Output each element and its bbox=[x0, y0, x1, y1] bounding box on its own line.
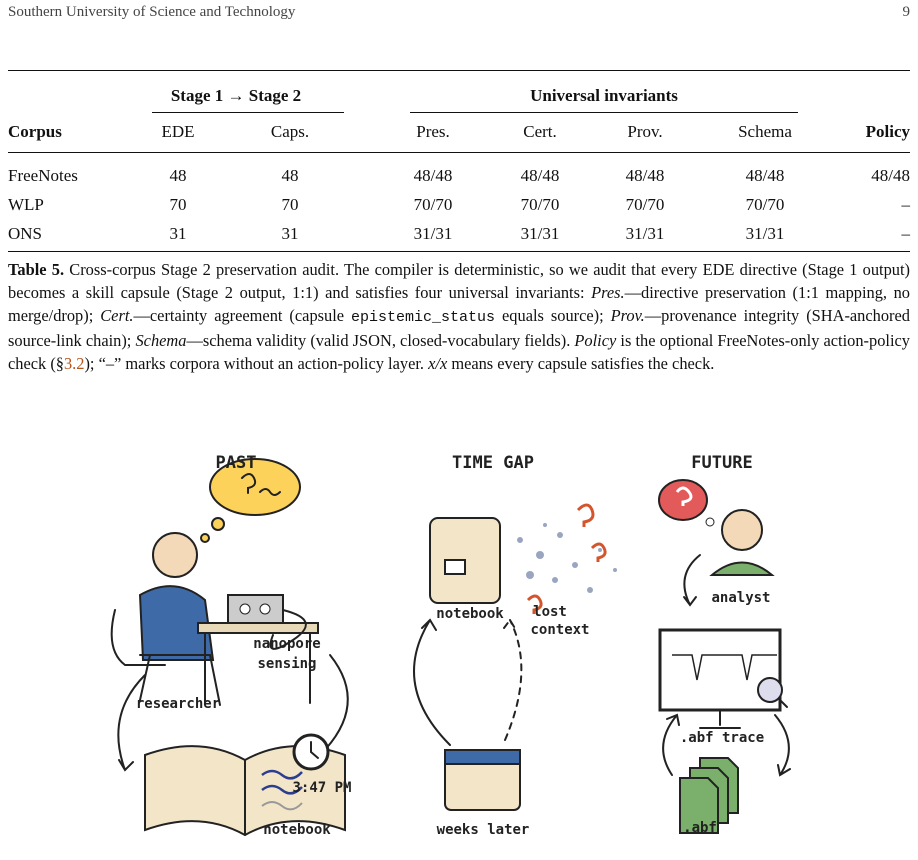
table-cell: 70/70 bbox=[625, 195, 665, 214]
caption-em: Schema bbox=[135, 331, 187, 350]
label: notebook bbox=[436, 606, 504, 622]
table-cell: – bbox=[901, 195, 911, 214]
table-cell: 48/48 bbox=[413, 166, 453, 185]
label: context bbox=[530, 622, 589, 638]
caption-text: is the optional FreeNotes-only action-po… bbox=[8, 331, 910, 373]
table-cell: Cert. bbox=[523, 122, 557, 141]
label: nanopore bbox=[253, 636, 320, 652]
panel-title: PAST bbox=[216, 453, 257, 473]
table-cell: 31 bbox=[169, 224, 187, 243]
caption-text: —schema validity (valid JSON, closed-voc… bbox=[186, 331, 575, 350]
table-cell: Schema bbox=[738, 122, 792, 141]
table-cell: Prov. bbox=[627, 122, 663, 141]
table-cell: 48/48 bbox=[625, 166, 665, 185]
caption: Table 5. Cross-corpus Stage 2 preservati… bbox=[8, 258, 910, 375]
label: weeks later bbox=[437, 822, 530, 838]
label: .abf trace bbox=[680, 730, 764, 746]
caption-label: Table 5. bbox=[8, 260, 65, 279]
top-rule bbox=[8, 70, 910, 72]
table-cell: ONS bbox=[8, 224, 43, 243]
table-cell: 48/48 bbox=[871, 166, 910, 185]
caption-code: epistemic_status bbox=[351, 309, 496, 326]
table-cell: FreeNotes bbox=[8, 166, 78, 185]
table-cell: 31 bbox=[281, 224, 299, 243]
label: researcher bbox=[136, 696, 220, 712]
caption-text: equals source); bbox=[495, 306, 611, 325]
caption-em: Cert. bbox=[100, 306, 134, 325]
table-cell: 48 bbox=[281, 166, 299, 185]
illustration bbox=[110, 458, 791, 837]
table-cell: 70/70 bbox=[520, 195, 560, 214]
label: 3:47 PM bbox=[292, 780, 351, 796]
column-header: Corpus bbox=[8, 122, 62, 141]
label: sensing bbox=[257, 656, 316, 672]
page-number: 9 bbox=[902, 4, 911, 20]
label: .abf bbox=[683, 820, 717, 836]
table-cell: 31/31 bbox=[745, 224, 785, 243]
group-rule bbox=[152, 112, 344, 113]
table-cell: 70/70 bbox=[413, 195, 453, 214]
caption-text: —provenance integrity (SHA-anchored sour… bbox=[8, 306, 910, 350]
table-cell: 31/31 bbox=[520, 224, 560, 243]
section-link[interactable]: 3.2 bbox=[63, 354, 85, 373]
caption-em: Policy bbox=[574, 331, 617, 350]
table-cell: Caps. bbox=[270, 122, 310, 141]
table-cell: 48/48 bbox=[520, 166, 560, 185]
label: notebook bbox=[263, 822, 331, 838]
table-cell: 70/70 bbox=[745, 195, 785, 214]
table-cell: – bbox=[901, 224, 911, 243]
table-cell: 31/31 bbox=[413, 224, 453, 243]
caption-text: Cross-corpus Stage 2 preservation audit.… bbox=[8, 260, 910, 302]
group-rule bbox=[410, 112, 798, 113]
table-cell: WLP bbox=[8, 195, 44, 214]
running-header: Southern University of Science and Techn… bbox=[8, 4, 296, 20]
caption-text: ); “–” marks corpora without an action-p… bbox=[84, 354, 429, 373]
table-cell: 48 bbox=[169, 166, 187, 185]
table-cell: 31/31 bbox=[625, 224, 665, 243]
panel-title: TIME GAP bbox=[452, 453, 534, 473]
mid-rule bbox=[8, 152, 910, 153]
figure: PAST TIME GAP FUTURE researcher nanopore… bbox=[110, 453, 791, 838]
table-cell: Pres. bbox=[416, 122, 450, 141]
caption-text: —certainty agreement (capsule bbox=[133, 306, 352, 325]
panel-title: FUTURE bbox=[691, 453, 752, 473]
caption-em: Pres. bbox=[591, 283, 625, 302]
label: analyst bbox=[711, 590, 770, 606]
caption-text: —directive preservation (1:1 mapping, no… bbox=[8, 283, 910, 325]
table-cell: 70 bbox=[281, 195, 299, 214]
column-header: Policy bbox=[865, 122, 910, 141]
group-header: Universal invariants bbox=[530, 86, 678, 105]
bottom-rule bbox=[8, 251, 910, 253]
caption-text: means every capsule satisfies the check. bbox=[447, 354, 715, 373]
table-cell: EDE bbox=[161, 122, 195, 141]
label: lost bbox=[533, 604, 567, 620]
table-cell: 48/48 bbox=[745, 166, 785, 185]
table-cell: 70 bbox=[169, 195, 187, 214]
caption-em: x/x bbox=[428, 354, 448, 373]
caption-em: Prov. bbox=[610, 306, 645, 325]
group-header: Stage 1 → Stage 2 bbox=[170, 86, 302, 105]
